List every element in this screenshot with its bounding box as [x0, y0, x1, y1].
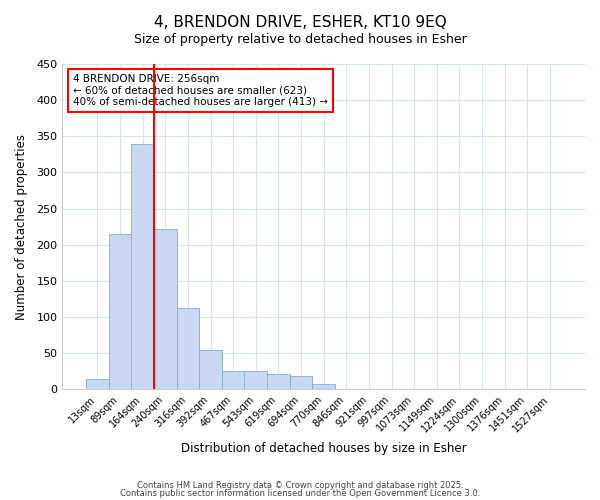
Bar — [267, 374, 290, 390]
Text: Size of property relative to detached houses in Esher: Size of property relative to detached ho… — [134, 32, 466, 46]
Bar — [358, 388, 380, 390]
Text: Contains public sector information licensed under the Open Government Licence 3.: Contains public sector information licen… — [120, 489, 480, 498]
Bar — [244, 372, 267, 390]
Bar — [516, 388, 539, 390]
X-axis label: Distribution of detached houses by size in Esher: Distribution of detached houses by size … — [181, 442, 466, 455]
Bar — [199, 350, 222, 390]
Bar — [176, 308, 199, 390]
Bar — [380, 388, 403, 390]
Bar — [86, 378, 109, 390]
Text: Contains HM Land Registry data © Crown copyright and database right 2025.: Contains HM Land Registry data © Crown c… — [137, 480, 463, 490]
Bar — [493, 388, 516, 390]
Bar — [425, 388, 448, 390]
Bar — [154, 229, 176, 390]
Bar — [109, 234, 131, 390]
Bar — [335, 388, 358, 390]
Bar — [471, 388, 493, 390]
Bar — [222, 370, 244, 390]
Y-axis label: Number of detached properties: Number of detached properties — [15, 134, 28, 320]
Bar — [290, 376, 313, 390]
Bar — [403, 388, 425, 390]
Text: 4 BRENDON DRIVE: 256sqm
← 60% of detached houses are smaller (623)
40% of semi-d: 4 BRENDON DRIVE: 256sqm ← 60% of detache… — [73, 74, 328, 107]
Text: 4, BRENDON DRIVE, ESHER, KT10 9EQ: 4, BRENDON DRIVE, ESHER, KT10 9EQ — [154, 15, 446, 30]
Bar — [448, 388, 471, 390]
Bar — [131, 144, 154, 390]
Bar — [539, 388, 561, 390]
Bar — [313, 384, 335, 390]
